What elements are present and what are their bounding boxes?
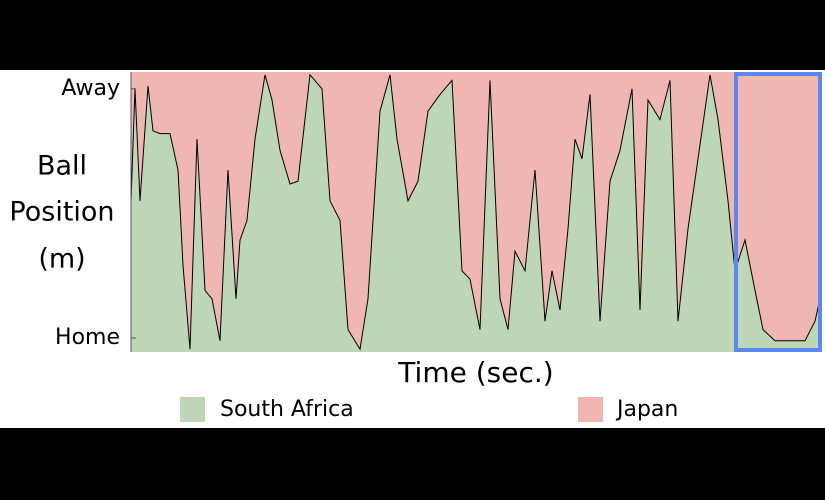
area	[131, 74, 820, 353]
legend-swatch	[578, 397, 603, 422]
plot-area	[130, 72, 821, 353]
y-tick-label: Home	[55, 325, 120, 350]
legend-label: Japan	[615, 397, 678, 422]
y-axis-label: Ball	[37, 151, 87, 182]
y-tick-label: Away	[61, 76, 120, 101]
line	[130, 73, 821, 351]
legend-swatch	[180, 397, 205, 422]
y-axis-label: (m)	[38, 244, 85, 275]
y-axis-label: Position	[9, 197, 114, 228]
x-axis-label: Time (sec.)	[397, 356, 553, 389]
legend-label: South Africa	[220, 397, 354, 422]
highlight-box	[734, 72, 822, 352]
